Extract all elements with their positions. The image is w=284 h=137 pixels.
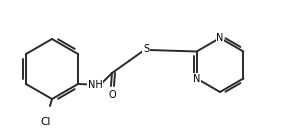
Text: N: N <box>216 33 224 43</box>
Text: N: N <box>193 73 200 83</box>
Text: O: O <box>108 90 116 100</box>
Text: Cl: Cl <box>41 117 51 127</box>
Text: NH: NH <box>87 80 102 90</box>
Text: S: S <box>143 44 149 54</box>
